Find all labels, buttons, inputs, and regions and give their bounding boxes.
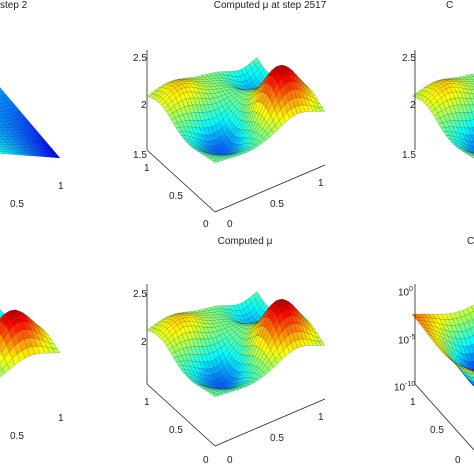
surface-patch [471, 304, 474, 312]
surface-patch [0, 349, 2, 356]
tick-z-top-right-0: 1.5 [402, 150, 416, 161]
panel-title-top-right: C [446, 0, 454, 11]
tick-x-bottom-middle-1: 0.5 [270, 433, 284, 444]
panel-title-bottom-right: C [467, 236, 474, 247]
tick-y-bottom-middle-1: 0.5 [169, 425, 183, 436]
surface-patch [470, 134, 474, 142]
tick-y-bottom-right-2: 0 [455, 455, 461, 466]
panel-title-top-left: step 2 [0, 0, 28, 11]
tick-z-top-right-1: 2 [410, 100, 416, 111]
tick-y-bottom-right-0: 1 [410, 397, 416, 408]
surface-bottom-right [411, 304, 474, 387]
tick-z-top-middle-2: 2.5 [133, 53, 147, 64]
surface-patch [51, 154, 61, 159]
panel-title-top-middle: Computed μ at step 2517 [213, 0, 327, 11]
axis-x-top-middle [214, 164, 326, 213]
surface-patch [470, 81, 474, 85]
tick-z-top-middle-0: 1.5 [133, 150, 147, 161]
surface-patch [470, 326, 474, 336]
tick-x-bottom-left-0: 0.5 [10, 431, 24, 442]
axis-y-bottom-middle [146, 383, 216, 447]
surface-patch [318, 341, 326, 346]
tick-x-bottom-left-1: 1 [58, 413, 64, 424]
surface-top-middle [146, 57, 326, 164]
tick-x-bottom-middle-2: 1 [318, 412, 324, 423]
surface-patch [471, 383, 474, 387]
surface-patch [471, 373, 474, 376]
surface-patch [471, 111, 474, 120]
tick-y-bottom-right-1: 0.5 [430, 425, 444, 436]
tick-z-top-middle-1: 2 [141, 100, 147, 111]
tick-x-bottom-middle-0: 0 [227, 455, 233, 466]
surface-patch [469, 155, 474, 158]
tick-x-top-middle-0: 0 [227, 219, 233, 230]
axis-y-top-middle [146, 149, 216, 213]
surface-patch [469, 352, 474, 362]
axis-x-bottom-middle [214, 398, 326, 447]
tick-x-top-middle-1: 0.5 [270, 199, 284, 210]
surface-patch [471, 343, 474, 353]
surfaces-layer [0, 57, 474, 398]
tick-x-top-middle-2: 1 [318, 178, 324, 189]
tick-x-top-left-0: 0.5 [10, 199, 24, 210]
surface-patch [470, 376, 474, 382]
tick-z-bottom-right-1: 10-5 [398, 334, 416, 347]
surface-bottom-left [0, 309, 61, 378]
axis-y-bottom-right [414, 383, 474, 451]
surface-patch [471, 86, 474, 90]
surface-patch [471, 369, 474, 372]
tick-y-top-middle-2: 0 [203, 219, 209, 230]
tick-y-bottom-middle-0: 1 [144, 397, 150, 408]
tick-z-bottom-right-2: 10-10 [394, 381, 416, 394]
tick-z-bottom-middle-2: 2.5 [133, 289, 147, 300]
surface-patch [470, 98, 474, 105]
tick-y-bottom-middle-2: 0 [203, 455, 209, 466]
tick-y-top-middle-0: 1 [144, 163, 150, 174]
tick-y-top-middle-1: 0.5 [169, 191, 183, 202]
surface-patch [470, 152, 474, 154]
tick-x-top-left-1: 1 [58, 181, 64, 192]
surface-patch [471, 78, 474, 82]
surface-patch [318, 107, 326, 112]
surface-patch [469, 380, 474, 386]
tick-z-bottom-right-0: 100 [398, 286, 414, 299]
surface-patch [470, 73, 474, 77]
surface-patch [469, 119, 474, 128]
surface-patch [470, 148, 474, 153]
axes-layer [146, 50, 474, 451]
surface-patch [471, 154, 474, 156]
surface-bottom-middle [146, 291, 326, 398]
surface-patch [51, 348, 61, 354]
tick-z-top-right-2: 2.5 [402, 53, 416, 64]
panel-title-bottom-middle: Computed μ [217, 236, 273, 247]
surface-top-left [0, 87, 61, 159]
surface-top-right [411, 73, 474, 159]
tick-z-bottom-middle-1: 2 [141, 337, 147, 348]
